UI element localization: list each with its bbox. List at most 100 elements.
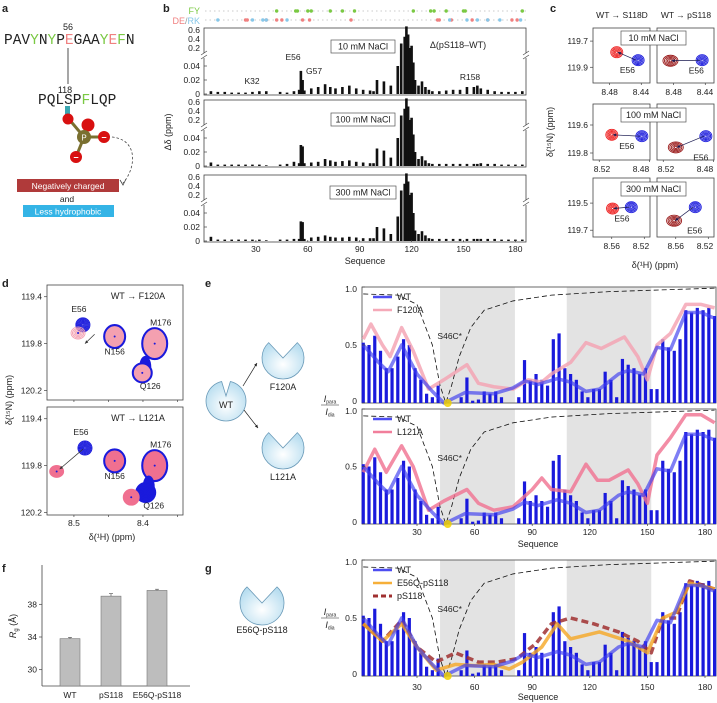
mutant-peak	[145, 453, 164, 478]
x-tick-label: 180	[508, 244, 522, 254]
cartoon-label: WT	[219, 400, 233, 410]
fy-marker	[428, 9, 433, 13]
bar	[244, 92, 247, 94]
y-tick-label: 119.5	[567, 198, 588, 208]
bar	[507, 239, 510, 241]
mutant-peak	[50, 466, 63, 477]
wt-bar	[476, 520, 481, 524]
x-tick-label: 30	[412, 682, 422, 692]
legend-label: F120A	[397, 305, 424, 315]
wt-bar	[684, 583, 688, 676]
axis-break-mark	[200, 126, 208, 132]
mutant-peak	[145, 331, 164, 356]
spectrum-row: E56 8.48 8.44 E56 8.48 8.44 119.7 119.9 10 mM Na…	[567, 27, 715, 97]
y-tick-label: 0.2	[188, 43, 200, 53]
de-marker	[470, 18, 474, 22]
axis-break	[524, 200, 528, 205]
arrow-head-icon	[59, 465, 64, 470]
axis-break	[202, 53, 206, 58]
mutant-peak	[108, 330, 121, 344]
l121a-cartoon-icon	[261, 432, 305, 470]
rk-marker	[465, 18, 469, 22]
wt-bar	[626, 486, 630, 524]
bar	[514, 91, 517, 94]
fy-marker	[274, 9, 279, 13]
bar	[299, 145, 303, 166]
x-axis-label: δ(¹H) (ppm)	[632, 260, 679, 270]
fy-marker	[352, 9, 357, 13]
wt-peak	[83, 446, 87, 450]
x-tick-label: 90	[355, 244, 365, 254]
wt-bar	[476, 672, 481, 676]
peak-center	[55, 470, 58, 473]
bar	[328, 236, 332, 241]
residue-annotation: G57	[306, 66, 322, 76]
bar	[431, 91, 434, 94]
y-axis-label: Δδ (ppm)	[163, 113, 173, 150]
bar	[420, 231, 424, 241]
rk-marker	[486, 18, 490, 22]
bar	[59, 638, 81, 687]
bar	[278, 91, 282, 94]
bar	[292, 238, 296, 241]
mutant-peak	[147, 456, 162, 475]
peak-center	[113, 335, 116, 338]
label-site-annotation: S46C*	[437, 604, 462, 614]
bar	[420, 81, 424, 94]
bar	[465, 87, 469, 94]
wt-bar	[580, 391, 584, 403]
salt-label: 100 mM NaCl	[626, 110, 681, 120]
bar	[410, 45, 413, 94]
axis-break-mark	[200, 50, 208, 56]
wt-bar	[666, 347, 671, 403]
salt-label: 300 mM NaCl	[626, 184, 681, 194]
category-label: pS118	[99, 690, 123, 700]
bar	[476, 238, 479, 241]
wt-bar	[620, 480, 625, 524]
y-axis-label-numerator: Ipara	[324, 394, 337, 406]
wt-bar	[517, 670, 521, 676]
peak-label: Q126	[143, 501, 164, 511]
wt-bar	[609, 652, 613, 676]
bar	[486, 238, 490, 241]
fy-marker	[306, 9, 310, 13]
wt-bar	[396, 478, 400, 524]
wt-bar	[701, 583, 705, 676]
seq-seg: Y	[30, 33, 39, 49]
wt-peak	[138, 484, 154, 501]
y-tick-label: 119.7	[567, 36, 588, 46]
wt-bar	[661, 460, 665, 524]
legend-label: L121A	[397, 427, 423, 437]
bar	[230, 164, 233, 166]
x-tick-label: 8.48	[697, 164, 714, 174]
x-axis-label: δ(¹H) (ppm)	[89, 532, 136, 542]
ylabel-subscript: para	[326, 400, 336, 406]
x-tick-label: 8.44	[697, 87, 714, 97]
peak-label: E56	[619, 141, 634, 151]
wt-bar	[609, 501, 613, 524]
x-tick-label: 8.48	[601, 87, 618, 97]
wt-bar	[557, 606, 561, 676]
legend-label: E56Q-pS118	[397, 578, 448, 588]
bar	[396, 216, 400, 241]
mutant-peak	[73, 329, 83, 338]
wt-bar	[643, 368, 648, 403]
label-site-annotation: S46C*	[437, 331, 462, 341]
seq-seg: E	[108, 33, 117, 49]
panel-f: 30 34 38 WT pS118 E56Q-pS118 Rg (Å)	[8, 565, 190, 700]
shift-arrow	[674, 206, 694, 222]
mutant-peak	[147, 334, 162, 353]
y-tick-label: 119.6	[567, 120, 588, 130]
wt-bar	[367, 466, 371, 524]
ylabel-part: R	[8, 631, 18, 638]
wt-bar	[499, 518, 504, 524]
bar	[309, 237, 313, 241]
bar	[348, 160, 351, 166]
arrow-head-icon	[612, 133, 617, 137]
peak-center	[141, 371, 144, 374]
bar	[237, 92, 240, 94]
bar	[437, 91, 441, 94]
and-label: and	[60, 194, 74, 204]
bar	[396, 138, 400, 166]
bar	[223, 91, 227, 94]
